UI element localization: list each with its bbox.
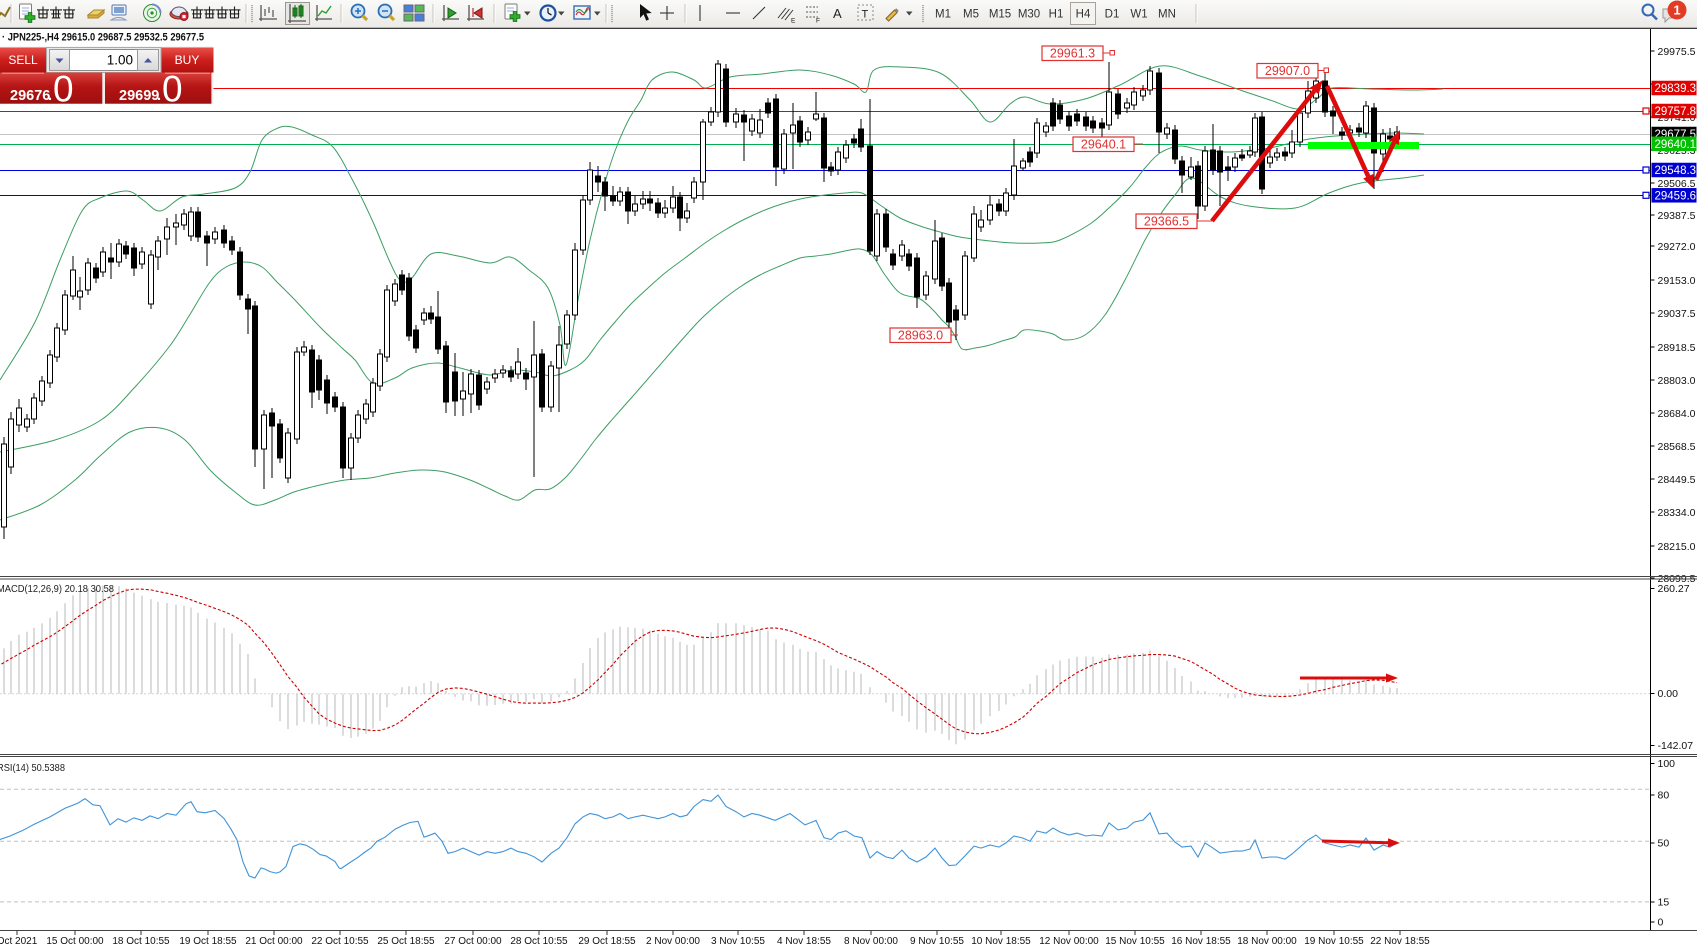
svg-text:29961.3: 29961.3 bbox=[1050, 47, 1095, 61]
svg-text:MN: MN bbox=[1158, 9, 1176, 21]
svg-text:29387.5: 29387.5 bbox=[1658, 210, 1696, 222]
svg-text:28568.5: 28568.5 bbox=[1658, 441, 1696, 453]
svg-text:22 Nov 18:55: 22 Nov 18:55 bbox=[1370, 936, 1430, 947]
svg-text:29757.8: 29757.8 bbox=[1655, 106, 1697, 118]
svg-text:50: 50 bbox=[1658, 838, 1670, 850]
svg-text:1.00: 1.00 bbox=[107, 53, 133, 68]
svg-text:H4: H4 bbox=[1076, 9, 1091, 21]
svg-text:28918.5: 28918.5 bbox=[1658, 342, 1696, 354]
svg-text:260.27: 260.27 bbox=[1658, 583, 1690, 595]
svg-text:29975.5: 29975.5 bbox=[1658, 46, 1696, 58]
svg-text:E: E bbox=[791, 18, 796, 25]
svg-text:1: 1 bbox=[1673, 3, 1680, 18]
svg-text:9 Nov 10:55: 9 Nov 10:55 bbox=[910, 936, 964, 947]
svg-text:29839.3: 29839.3 bbox=[1655, 83, 1697, 95]
svg-text:0: 0 bbox=[1658, 917, 1664, 929]
svg-text:25 Oct 18:55: 25 Oct 18:55 bbox=[377, 936, 435, 947]
svg-text:29272.0: 29272.0 bbox=[1658, 241, 1696, 253]
svg-text:10 Nov 18:55: 10 Nov 18:55 bbox=[971, 936, 1031, 947]
svg-text:SELL: SELL bbox=[8, 53, 38, 67]
svg-text:100: 100 bbox=[1658, 758, 1676, 770]
svg-text:28803.0: 28803.0 bbox=[1658, 375, 1696, 387]
svg-text:29 Oct 18:55: 29 Oct 18:55 bbox=[578, 936, 636, 947]
svg-text:29366.5: 29366.5 bbox=[1144, 215, 1189, 229]
svg-text:MACD(12,26,9) 20.18 30.58: MACD(12,26,9) 20.18 30.58 bbox=[0, 584, 114, 595]
svg-text:18 Oct 10:55: 18 Oct 10:55 bbox=[112, 936, 170, 947]
svg-text:29548.3: 29548.3 bbox=[1655, 165, 1697, 177]
svg-text:M15: M15 bbox=[989, 9, 1011, 21]
svg-text:· JPN225-,H4 29615.0 29687.5: · JPN225-,H4 29615.0 29687.5 29532.5 296… bbox=[2, 32, 204, 44]
svg-text:19 Oct 18:55: 19 Oct 18:55 bbox=[179, 936, 237, 947]
svg-text:29676: 29676 bbox=[10, 88, 50, 104]
svg-text:H1: H1 bbox=[1049, 9, 1064, 21]
svg-text:12 Nov 00:00: 12 Nov 00:00 bbox=[1039, 936, 1099, 947]
svg-text:29037.5: 29037.5 bbox=[1658, 308, 1696, 320]
svg-text:Oct 2021: Oct 2021 bbox=[0, 936, 38, 947]
svg-text:29640.1: 29640.1 bbox=[1655, 139, 1697, 151]
svg-text:F: F bbox=[816, 18, 820, 25]
svg-text:W1: W1 bbox=[1130, 9, 1147, 21]
svg-text:29699: 29699 bbox=[119, 88, 159, 104]
svg-text:28684.0: 28684.0 bbox=[1658, 408, 1696, 420]
svg-text:18 Nov 00:00: 18 Nov 00:00 bbox=[1237, 936, 1297, 947]
svg-text:27 Oct 00:00: 27 Oct 00:00 bbox=[444, 936, 502, 947]
svg-text:.: . bbox=[48, 88, 52, 104]
svg-text:M5: M5 bbox=[963, 9, 979, 21]
svg-text:28215.0: 28215.0 bbox=[1658, 541, 1696, 553]
svg-text:29459.6: 29459.6 bbox=[1655, 191, 1697, 203]
svg-text:29907.0: 29907.0 bbox=[1265, 64, 1310, 78]
svg-text:.: . bbox=[157, 88, 161, 104]
svg-text:19 Nov 10:55: 19 Nov 10:55 bbox=[1304, 936, 1364, 947]
svg-text:15 Nov 10:55: 15 Nov 10:55 bbox=[1105, 936, 1165, 947]
svg-text:80: 80 bbox=[1658, 790, 1670, 802]
svg-text:21 Oct 00:00: 21 Oct 00:00 bbox=[245, 936, 303, 947]
svg-text:0.00: 0.00 bbox=[1658, 688, 1679, 700]
svg-text:A: A bbox=[833, 6, 842, 21]
svg-text:29153.0: 29153.0 bbox=[1658, 275, 1696, 287]
svg-text:28963.0: 28963.0 bbox=[898, 329, 943, 343]
svg-text:-142.07: -142.07 bbox=[1658, 740, 1694, 752]
svg-text:D1: D1 bbox=[1105, 9, 1120, 21]
svg-text:28449.5: 28449.5 bbox=[1658, 474, 1696, 486]
svg-text:15 Oct 00:00: 15 Oct 00:00 bbox=[46, 936, 104, 947]
svg-text:BUY: BUY bbox=[175, 53, 200, 67]
svg-text:16 Nov 18:55: 16 Nov 18:55 bbox=[1171, 936, 1231, 947]
svg-text:0: 0 bbox=[162, 69, 183, 110]
svg-text:15: 15 bbox=[1658, 897, 1670, 909]
svg-text:28334.0: 28334.0 bbox=[1658, 507, 1696, 519]
svg-text:4 Nov 18:55: 4 Nov 18:55 bbox=[777, 936, 831, 947]
svg-text:28 Oct 10:55: 28 Oct 10:55 bbox=[510, 936, 568, 947]
svg-text:29506.5: 29506.5 bbox=[1658, 178, 1696, 190]
svg-text:M1: M1 bbox=[935, 9, 951, 21]
svg-text:29640.1: 29640.1 bbox=[1081, 138, 1126, 152]
svg-text:RSI(14) 50.5388: RSI(14) 50.5388 bbox=[0, 763, 65, 774]
svg-text:8 Nov 00:00: 8 Nov 00:00 bbox=[844, 936, 898, 947]
svg-text:M30: M30 bbox=[1018, 9, 1040, 21]
svg-text:22 Oct 10:55: 22 Oct 10:55 bbox=[311, 936, 369, 947]
svg-text:T: T bbox=[862, 9, 869, 21]
svg-text:3 Nov 10:55: 3 Nov 10:55 bbox=[711, 936, 765, 947]
svg-text:2 Nov 00:00: 2 Nov 00:00 bbox=[646, 936, 700, 947]
svg-text:0: 0 bbox=[53, 69, 74, 110]
